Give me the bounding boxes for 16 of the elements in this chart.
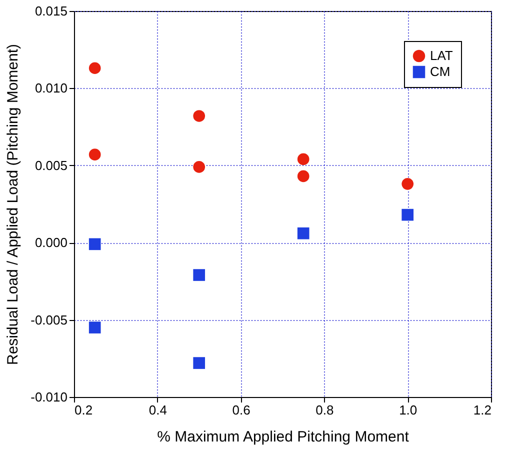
x-tick-label: 1.2 [473,402,492,418]
y-tick-label: -0.010 [30,390,68,404]
x-tick-label: 1.0 [399,402,418,418]
y-tick-label: 0.010 [34,80,68,96]
y-tick-label: -0.005 [30,312,68,328]
x-tick-label: 0.8 [316,402,334,418]
x-tick-label: 0.6 [232,402,250,418]
x-tick-label: 0.4 [148,402,167,418]
x-axis-title: % Maximum Applied Pitching Moment [157,428,410,446]
y-axis-title: Residual Load / Applied Load (Pitching Moment) [4,44,22,366]
y-tick-label: 0.005 [34,158,68,173]
legend-label: LAT [430,48,453,63]
legend-label: CM [430,64,450,79]
y-tick-label: 0.015 [34,4,68,18]
y-tick-label: 0.000 [34,235,68,250]
x-tick-label: 0.2 [74,402,93,418]
